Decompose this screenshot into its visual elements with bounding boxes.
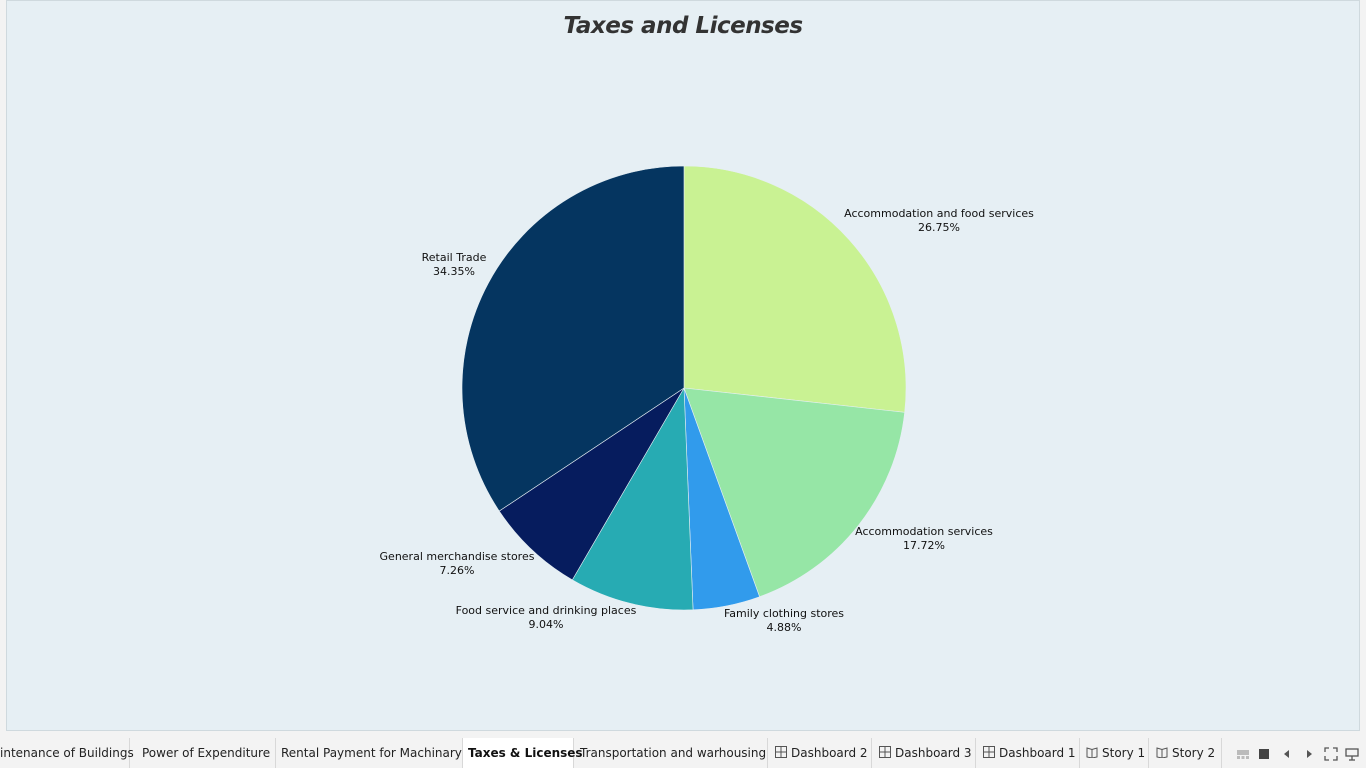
dashboard-icon bbox=[983, 746, 995, 758]
sheet-tab-bar: intenance of Buildings Power of Expendit… bbox=[0, 738, 1366, 768]
previous-sheet-icon[interactable] bbox=[1280, 747, 1294, 761]
slice-category-label: Accommodation and food services bbox=[844, 207, 1034, 220]
tab-label: Dashboard 2 bbox=[791, 746, 868, 760]
slice-percent-label: 4.88% bbox=[767, 621, 802, 634]
tab-label: Rental Payment for Machinary bbox=[281, 746, 462, 760]
next-sheet-icon[interactable] bbox=[1302, 747, 1316, 761]
chart-title: Taxes and Licenses bbox=[563, 13, 803, 39]
tab-label: Story 2 bbox=[1172, 746, 1216, 760]
slice-category-label: Food service and drinking places bbox=[456, 604, 637, 617]
tab-maintenance-of-buildings[interactable]: intenance of Buildings bbox=[0, 738, 134, 768]
tab-story-2[interactable]: Story 2 bbox=[1149, 738, 1222, 768]
tab-rental-payment-for-machinary[interactable]: Rental Payment for Machinary bbox=[276, 738, 463, 768]
worksheet-canvas: Taxes and Licenses Accommodation and foo… bbox=[6, 0, 1360, 731]
slice-percent-label: 26.75% bbox=[918, 221, 960, 234]
story-icon bbox=[1156, 747, 1168, 758]
slice-percent-label: 7.26% bbox=[440, 564, 475, 577]
slice-category-label: Retail Trade bbox=[422, 251, 487, 264]
slice-percent-label: 9.04% bbox=[529, 618, 564, 631]
tab-transportation-and-warhousing[interactable]: Transportation and warhousing bbox=[574, 738, 768, 768]
slice-percent-label: 34.35% bbox=[433, 265, 475, 278]
pie-slice[interactable] bbox=[461, 165, 685, 512]
slice-category-label: Accommodation services bbox=[855, 525, 993, 538]
tab-label: Dashboard 1 bbox=[999, 746, 1076, 760]
slice-category-label: Family clothing stores bbox=[724, 607, 844, 620]
tab-label: intenance of Buildings bbox=[0, 746, 134, 760]
fullscreen-icon[interactable] bbox=[1324, 747, 1338, 761]
pie-slice[interactable] bbox=[683, 387, 905, 598]
pie-slice[interactable] bbox=[683, 165, 907, 413]
tab-dashboard-3[interactable]: Dashboard 3 bbox=[872, 738, 976, 768]
presentation-mode-icon[interactable] bbox=[1345, 747, 1359, 761]
tab-label: Power of Expenditure bbox=[142, 746, 271, 760]
pie-slice[interactable] bbox=[498, 387, 685, 581]
show-tabs-icon[interactable] bbox=[1257, 747, 1271, 761]
tab-dashboard-2[interactable]: Dashboard 2 bbox=[768, 738, 872, 768]
tab-story-1[interactable]: Story 1 bbox=[1080, 738, 1149, 768]
show-filmstrip-icon[interactable] bbox=[1236, 747, 1250, 761]
tab-label: Dashboard 3 bbox=[895, 746, 972, 760]
slice-percent-label: 17.72% bbox=[903, 539, 945, 552]
slice-category-label: General merchandise stores bbox=[380, 550, 535, 563]
tab-dashboard-1[interactable]: Dashboard 1 bbox=[976, 738, 1080, 768]
dashboard-icon bbox=[775, 746, 787, 758]
tab-taxes-and-licenses[interactable]: Taxes & Licenses bbox=[463, 738, 583, 768]
tab-label: Taxes & Licenses bbox=[468, 746, 583, 760]
tab-label: Transportation and warhousing bbox=[580, 746, 767, 760]
tab-power-of-expenditure[interactable]: Power of Expenditure bbox=[130, 738, 276, 768]
tab-label: Story 1 bbox=[1102, 746, 1146, 760]
dashboard-icon bbox=[879, 746, 891, 758]
story-icon bbox=[1086, 747, 1098, 758]
pie-slice[interactable] bbox=[571, 386, 694, 611]
